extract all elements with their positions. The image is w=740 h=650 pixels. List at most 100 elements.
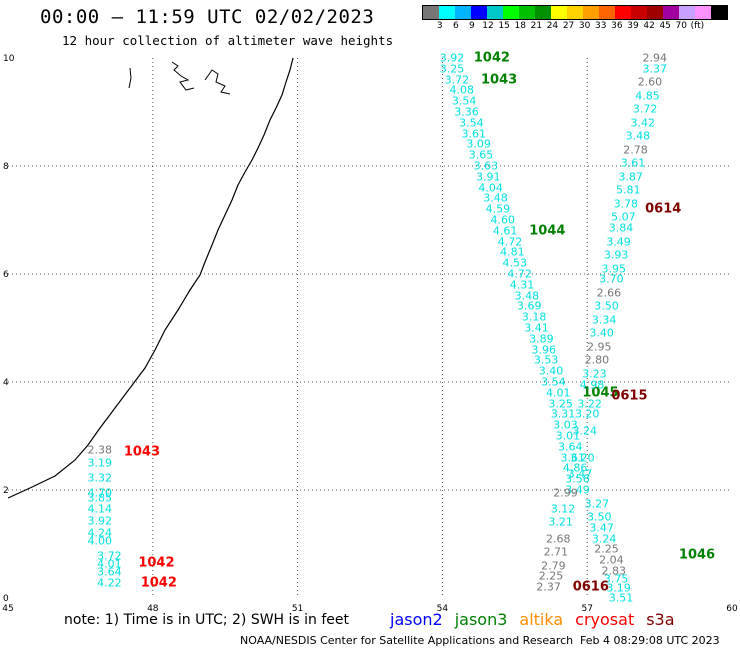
wave-height-value: 4.86 — [562, 461, 588, 475]
wave-height-value: 4.70 — [87, 486, 112, 500]
footer-note: note: 1) Time is in UTC; 2) SWH is in fe… — [64, 612, 350, 628]
wave-height-value: 3.34 — [591, 313, 617, 327]
colorbar-label: 39 — [627, 21, 639, 31]
wave-height-value: 4.31 — [509, 278, 535, 292]
colorbar-label: 6 — [452, 21, 459, 31]
x-tick-label: 54 — [437, 604, 449, 614]
wave-height-value: 3.37 — [642, 62, 668, 76]
wave-height-value: 3.41 — [524, 321, 549, 335]
wave-height-value: 3.91 — [476, 170, 501, 184]
wave-height-value: 4.81 — [500, 245, 525, 259]
track-time-label: 0616 — [572, 579, 609, 595]
wave-height-value: 4.01 — [97, 557, 122, 571]
wave-height-value: 2.38 — [87, 443, 112, 456]
wave-height-value: 3.50 — [594, 299, 619, 313]
y-tick-label: 6 — [3, 270, 9, 280]
wave-height-value: 3.69 — [517, 299, 542, 313]
wave-height-value: 4.08 — [449, 83, 474, 97]
wave-height-value: 3.18 — [521, 310, 547, 324]
wave-height-value: 3.48 — [483, 191, 508, 205]
x-tick-label: 51 — [292, 604, 303, 614]
wave-height-value: 3.95 — [601, 262, 626, 276]
wave-height-value: 2.25 — [594, 542, 619, 556]
wave-height-value: 3.24 — [572, 424, 598, 438]
wave-height-value: 3.25 — [439, 62, 465, 76]
wave-height-value: 2.71 — [543, 545, 569, 559]
wave-height-value: 3.87 — [618, 170, 643, 184]
wave-height-value: 3.64 — [97, 565, 122, 579]
colorbar-swatch — [663, 6, 679, 19]
wave-height-value: 5.81 — [615, 183, 641, 197]
wave-height-value: 2.60 — [637, 75, 663, 89]
wave-height-value: 3.70 — [599, 272, 624, 286]
wave-height-value: 4.72 — [497, 235, 523, 249]
wave-height-value: 3.36 — [454, 105, 479, 119]
colorbar-swatch — [679, 6, 695, 19]
wave-height-value: 3.48 — [514, 289, 540, 303]
wave-height-value: 4.61 — [492, 224, 518, 238]
colorbar-swatch — [599, 6, 615, 19]
wave-height-value: 3.24 — [591, 532, 617, 546]
colorbar-swatch — [423, 6, 439, 19]
wave-height-value: 2.79 — [541, 559, 566, 573]
wave-height-value: 3.42 — [630, 116, 655, 130]
wave-height-value: 4.72 — [507, 267, 532, 281]
satellite-legend-item: jason2 — [390, 610, 443, 629]
wave-height-value: 3.21 — [548, 515, 573, 529]
satellite-legend-item: jason3 — [454, 610, 508, 629]
wave-height-value: 3.25 — [548, 397, 573, 411]
wave-height-value: 3.63 — [473, 159, 499, 173]
y-tick-label: 4 — [3, 378, 9, 388]
colorbar-swatch — [615, 6, 631, 19]
colorbar — [422, 5, 728, 20]
track-time-label: 1042 — [140, 575, 177, 591]
wave-height-value: 3.40 — [589, 326, 614, 340]
x-tick-label: 57 — [581, 604, 592, 614]
wave-height-value: 3.72 — [444, 73, 470, 87]
wave-height-value: 2.66 — [596, 286, 622, 300]
colorbar-label: (ft) — [690, 21, 705, 31]
colorbar-swatch — [455, 6, 471, 19]
wave-height-value: 4.53 — [502, 256, 528, 270]
coastline — [7, 57, 294, 499]
colorbar-swatch — [439, 6, 455, 19]
wave-height-value: 3.40 — [538, 364, 564, 378]
wave-height-value: 3.20 — [570, 451, 595, 465]
wave-height-value: 3.47 — [589, 521, 614, 535]
colorbar-label: 9 — [469, 21, 475, 31]
wave-height-value: 3.78 — [613, 197, 639, 211]
colorbar-swatch — [711, 6, 727, 19]
map-title: 00:00 – 11:59 UTC 02/02/2023 — [40, 6, 375, 28]
wave-height-value: 3.64 — [558, 440, 583, 454]
x-tick-label: 60 — [726, 604, 738, 614]
wave-height-value: 3.92 — [439, 51, 465, 65]
colorbar-swatch — [503, 6, 519, 19]
island-shape — [204, 69, 231, 95]
wave-height-value: 3.92 — [87, 514, 112, 528]
y-tick-label: 2 — [3, 486, 9, 496]
wave-height-value: 4.01 — [545, 386, 571, 400]
wave-height-value: 3.09 — [466, 137, 491, 151]
wave-height-value: 3.19 — [87, 456, 112, 470]
track-time-label: 1042 — [473, 50, 510, 66]
colorbar-label: 3 — [436, 21, 443, 31]
wave-height-value: 3.31 — [550, 407, 576, 421]
wave-height-value: 3.84 — [608, 221, 634, 235]
wave-height-value: 4.00 — [87, 534, 112, 548]
y-axis-ticks: 0 2 4 6 8 10 — [3, 54, 15, 604]
wave-height-value: 2.94 — [642, 51, 668, 65]
wave-height-value: 2.04 — [599, 553, 624, 567]
wave-height-value: 4.98 — [579, 378, 605, 392]
wave-height-value: 3.54 — [459, 116, 484, 130]
wave-height-value: 4.24 — [87, 526, 112, 540]
colorbar-swatch — [567, 6, 583, 19]
wave-height-value: 4.14 — [87, 502, 112, 516]
wave-height-value: 3.19 — [606, 581, 631, 595]
satellite-legend-item: altika — [519, 610, 564, 629]
wave-height-value: 3.32 — [87, 471, 112, 485]
wave-height-value: 3.47 — [567, 467, 593, 481]
wave-height-value: 3.85 — [87, 491, 112, 505]
wave-height-value: 3.61 — [620, 156, 646, 170]
wave-height-value: 3.50 — [587, 510, 612, 524]
wave-height-value: 3.65 — [468, 148, 494, 162]
